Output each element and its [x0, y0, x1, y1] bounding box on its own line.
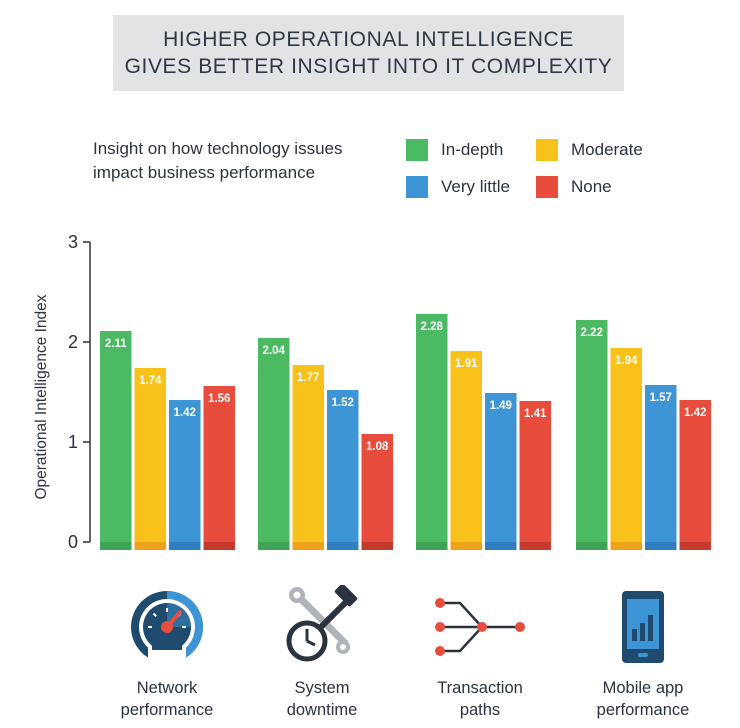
bar-data-label: 2.04 — [263, 345, 286, 357]
legend-swatch-moderate — [536, 139, 558, 161]
bar-base — [450, 542, 482, 550]
bar-base — [485, 542, 517, 550]
legend-description-line-2: impact business performance — [93, 163, 316, 182]
bar — [258, 338, 290, 550]
bar-data-label: 1.57 — [650, 392, 672, 404]
bar-data-label: 1.42 — [174, 407, 196, 419]
bar-chart: 0 1 2 3 Operational Intelligence Index 2.11 1.… — [33, 232, 711, 552]
bar — [610, 348, 642, 550]
bar — [361, 434, 393, 550]
bar-base — [416, 542, 448, 550]
y-tick-label: 3 — [68, 232, 78, 252]
bar-data-label: 1.49 — [490, 400, 512, 412]
bar — [327, 390, 359, 550]
mobile-chart-icon — [622, 591, 664, 663]
legend-item-none: None — [536, 176, 612, 198]
title-line-1: HIGHER OPERATIONAL INTELLIGENCE — [163, 28, 574, 51]
category-label-transaction: Transaction paths — [405, 677, 555, 721]
speedometer-icon — [131, 591, 203, 663]
category-label-line-1: Network — [136, 679, 198, 697]
y-tick-label: 2 — [68, 332, 78, 352]
bar — [645, 385, 677, 550]
bar-data-label: 1.56 — [208, 393, 230, 405]
bar-data-label: 1.42 — [684, 407, 706, 419]
bar-base — [576, 542, 608, 550]
bar — [679, 400, 711, 550]
bar — [134, 368, 166, 550]
bar-base — [258, 542, 290, 550]
category-mobile-app-performance: Mobile app performance — [568, 585, 718, 721]
bar-data-label: 1.52 — [332, 397, 354, 409]
bar — [450, 351, 482, 550]
bar-data-label: 2.28 — [421, 321, 444, 333]
legend-description: Insight on how technology issues impact … — [93, 137, 393, 185]
bar — [100, 331, 132, 550]
category-label-line-1: Mobile app — [602, 679, 684, 697]
bar — [485, 393, 517, 550]
bar-base — [203, 542, 235, 550]
bar-data-label: 1.77 — [297, 372, 319, 384]
bar-base — [100, 542, 132, 550]
category-label-line-1: System — [294, 679, 350, 697]
bar — [203, 386, 235, 550]
legend-label-very-little: Very little — [441, 177, 510, 196]
title-box: HIGHER OPERATIONAL INTELLIGENCE GIVES BE… — [113, 15, 624, 91]
bar-data-label: 1.94 — [615, 355, 638, 367]
bar-base — [679, 542, 711, 550]
bar-data-label: 1.74 — [139, 375, 162, 387]
category-label-line-1: Transaction — [437, 679, 523, 697]
legend-label-none: None — [571, 177, 612, 196]
category-system-downtime: System downtime — [247, 585, 397, 721]
bar — [576, 320, 608, 550]
bar — [416, 314, 448, 550]
category-label-network: Network performance — [92, 677, 242, 721]
legend-label-in-depth: In-depth — [441, 140, 504, 159]
legend-item-moderate: Moderate — [536, 139, 643, 161]
legend-swatch-none — [536, 176, 558, 198]
category-transaction-paths: Transaction paths — [405, 585, 555, 721]
bar — [292, 365, 324, 550]
legend-swatch-in-depth — [406, 139, 428, 161]
bar — [169, 400, 201, 550]
bar-base — [645, 542, 677, 550]
bar-base — [519, 542, 551, 550]
legend-swatch-very-little — [406, 176, 428, 198]
category-icons-row: Network performance System downtime — [0, 585, 740, 728]
bar-data-label: 1.41 — [524, 408, 547, 420]
y-tick-label: 0 — [68, 532, 78, 552]
bar-base — [169, 542, 201, 550]
bar-base — [361, 542, 393, 550]
legend-item-very-little: Very little — [406, 176, 510, 198]
bar-data-label: 1.08 — [366, 441, 389, 453]
title-line-2: GIVES BETTER INSIGHT INTO IT COMPLEXITY — [124, 55, 613, 78]
category-label-line-2: paths — [459, 701, 501, 719]
bar-base — [610, 542, 642, 550]
bar-base — [327, 542, 359, 550]
branching-paths-icon — [435, 598, 525, 656]
y-axis-label: Operational Intelligence Index — [33, 294, 50, 499]
y-tick-label: 1 — [68, 432, 78, 452]
category-label-line-2: performance — [120, 701, 214, 719]
legend-label-moderate: Moderate — [571, 140, 643, 159]
category-label-mobile: Mobile app performance — [568, 677, 718, 721]
tools-clock-icon — [286, 585, 358, 662]
category-network-performance: Network performance — [92, 585, 242, 721]
bar-base — [134, 542, 166, 550]
bar-base — [292, 542, 324, 550]
bar-data-label: 2.11 — [105, 338, 127, 350]
category-label-line-2: performance — [596, 701, 690, 719]
category-label-system: System downtime — [247, 677, 397, 721]
bar — [519, 401, 551, 550]
legend-description-line-1: Insight on how technology issues — [93, 139, 343, 158]
legend-item-in-depth: In-depth — [406, 139, 503, 161]
bar-data-label: 2.22 — [581, 327, 603, 339]
bar-data-label: 1.91 — [455, 358, 478, 370]
category-label-line-2: downtime — [286, 701, 358, 719]
